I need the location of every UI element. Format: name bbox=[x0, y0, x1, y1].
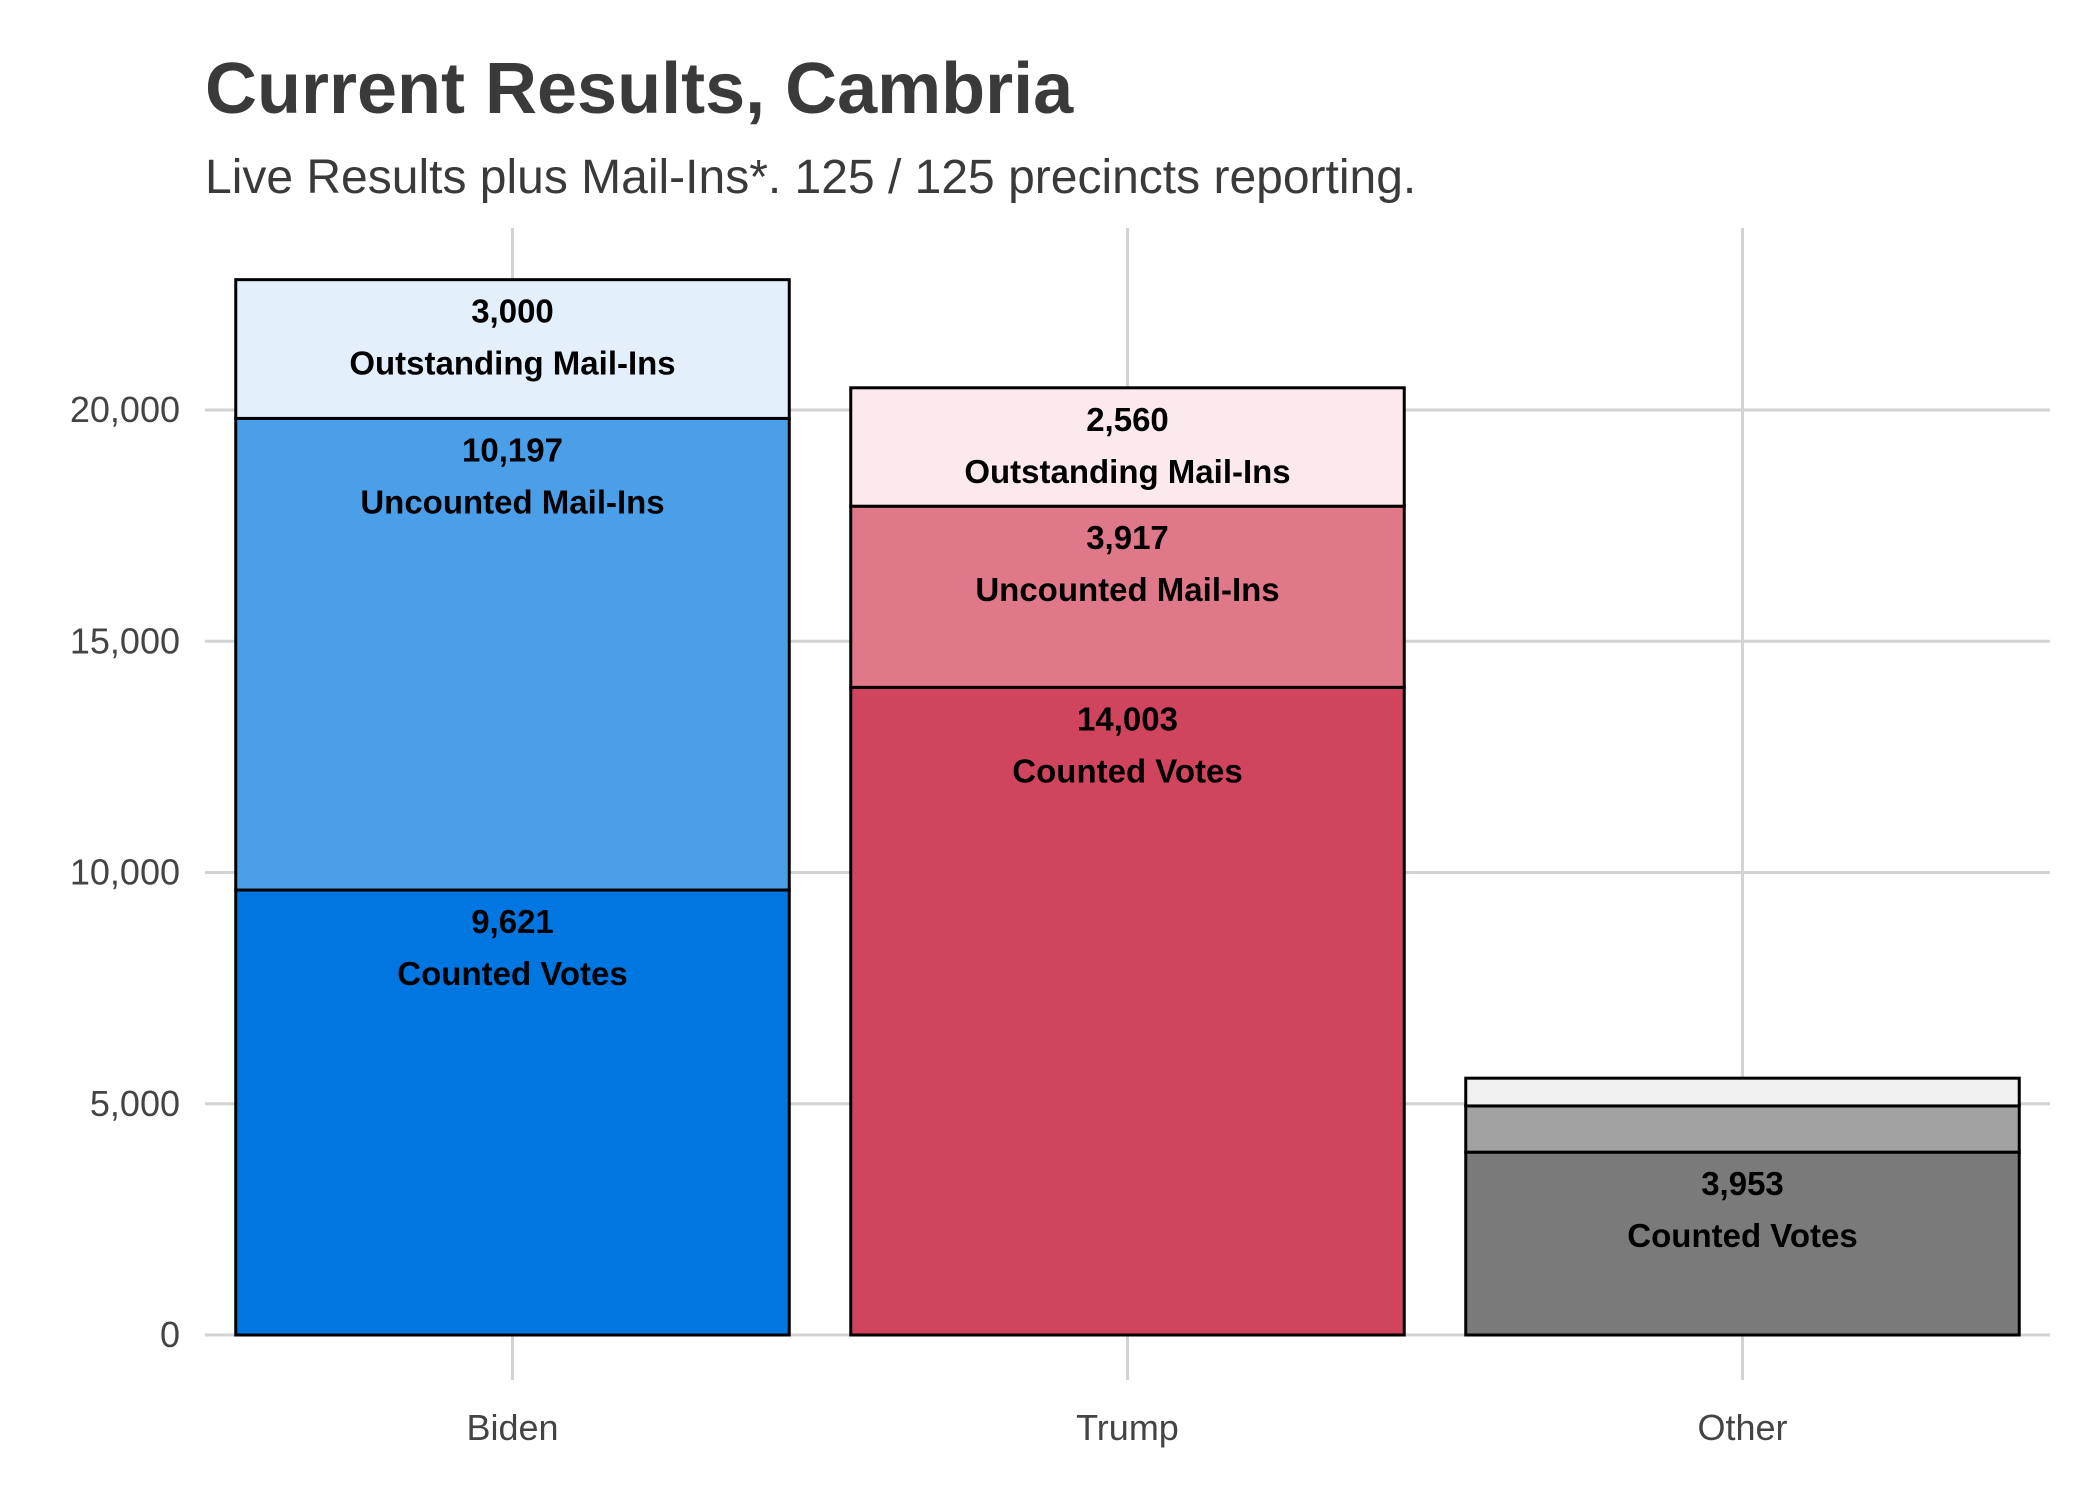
bar-segment bbox=[1464, 1150, 2021, 1337]
y-tick-label: 5,000 bbox=[90, 1083, 180, 1124]
data-label-value: 14,003 bbox=[1077, 700, 1178, 737]
y-tick-label: 10,000 bbox=[70, 852, 180, 893]
chart-title: Current Results, Cambria bbox=[205, 49, 1074, 129]
y-axis: 0 5,000 10,000 15,000 20,000 bbox=[70, 389, 180, 1355]
x-tick-label: Trump bbox=[1076, 1407, 1179, 1448]
x-tick-label: Other bbox=[1697, 1407, 1787, 1448]
data-label-series: Counted Votes bbox=[397, 955, 627, 992]
data-label-series: Uncounted Mail-Ins bbox=[360, 483, 664, 520]
data-label-value: 9,621 bbox=[471, 903, 554, 940]
data-label-value: 10,197 bbox=[462, 431, 563, 468]
x-axis: Biden Trump Other bbox=[466, 1407, 1787, 1448]
data-labels: 9,621 Counted Votes 10,197 Uncounted Mail-I… bbox=[349, 293, 1857, 1255]
bar-segment bbox=[234, 888, 791, 1337]
y-tick-label: 0 bbox=[160, 1314, 180, 1355]
y-tick-label: 20,000 bbox=[70, 389, 180, 430]
x-tick-label: Biden bbox=[466, 1407, 558, 1448]
bar-segment bbox=[234, 416, 791, 892]
data-label-series: Outstanding Mail-Ins bbox=[964, 453, 1290, 490]
bar-segment bbox=[234, 278, 791, 420]
data-label-value: 3,953 bbox=[1701, 1165, 1784, 1202]
bar-segment bbox=[849, 504, 1406, 689]
bar-segment bbox=[1464, 1104, 2021, 1154]
data-label-value: 2,560 bbox=[1086, 401, 1169, 438]
bar-segment bbox=[849, 386, 1406, 508]
data-label-series: Uncounted Mail-Ins bbox=[975, 571, 1279, 608]
data-label-series: Counted Votes bbox=[1012, 752, 1242, 789]
y-tick-label: 15,000 bbox=[70, 620, 180, 661]
data-label-value: 3,000 bbox=[471, 293, 554, 330]
bars bbox=[234, 278, 2021, 1337]
data-label-value: 3,917 bbox=[1086, 519, 1169, 556]
data-label-series: Counted Votes bbox=[1627, 1217, 1857, 1254]
chart-subtitle: Live Results plus Mail-Ins*. 125 / 125 p… bbox=[205, 151, 1417, 204]
bar-segment bbox=[849, 685, 1406, 1337]
bar-segment bbox=[1464, 1076, 2021, 1108]
data-label-series: Outstanding Mail-Ins bbox=[349, 345, 675, 382]
